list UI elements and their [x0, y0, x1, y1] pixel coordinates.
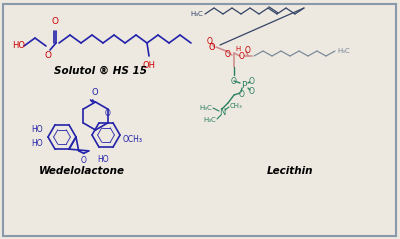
- Text: H: H: [235, 46, 241, 52]
- Text: N: N: [219, 108, 225, 116]
- Text: H₃C: H₃C: [190, 11, 203, 17]
- Text: H₃C: H₃C: [337, 48, 350, 54]
- Text: HO: HO: [31, 140, 43, 148]
- Text: O: O: [249, 76, 255, 86]
- Text: CH₃: CH₃: [230, 103, 243, 109]
- Text: HO: HO: [12, 40, 25, 49]
- Text: OCH₃: OCH₃: [123, 135, 143, 143]
- Text: O: O: [52, 17, 58, 26]
- Text: OH: OH: [142, 61, 156, 70]
- Text: O: O: [239, 51, 245, 60]
- Text: O: O: [44, 50, 52, 60]
- Text: H₃C: H₃C: [203, 117, 216, 123]
- Text: O: O: [239, 89, 245, 98]
- Text: H₃C: H₃C: [199, 105, 212, 111]
- Text: Lecithin: Lecithin: [267, 166, 313, 176]
- Text: O: O: [245, 45, 251, 54]
- Text: O: O: [207, 37, 213, 45]
- Text: O: O: [231, 77, 237, 86]
- Text: O: O: [225, 49, 231, 59]
- Text: O: O: [249, 87, 255, 96]
- Text: HO: HO: [97, 155, 109, 164]
- Text: O: O: [81, 156, 87, 165]
- Text: O: O: [104, 109, 110, 118]
- Text: O: O: [91, 88, 98, 97]
- Text: Wedelolactone: Wedelolactone: [39, 166, 125, 176]
- Text: O: O: [209, 43, 215, 51]
- Text: P: P: [241, 81, 247, 89]
- Text: HO: HO: [31, 125, 43, 135]
- Text: Solutol ® HS 15: Solutol ® HS 15: [54, 66, 146, 76]
